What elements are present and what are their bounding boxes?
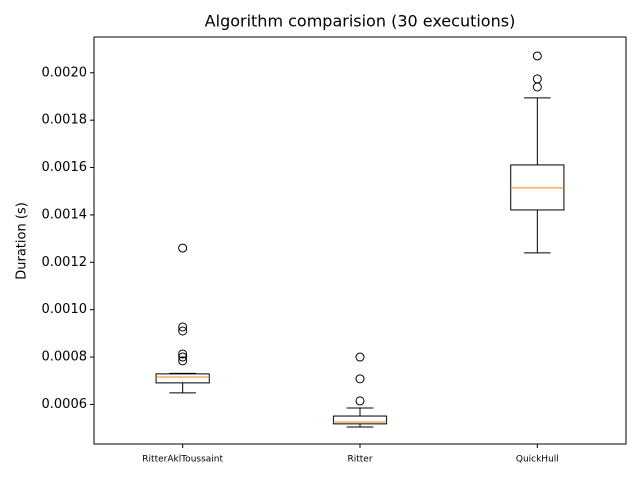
outlier — [532, 51, 542, 61]
y-tick-label: 0.0018 — [42, 113, 88, 128]
outlier — [178, 356, 188, 366]
y-tick-label: 0.0014 — [42, 207, 88, 222]
y-tick-label: 0.0008 — [42, 350, 88, 365]
box — [155, 373, 210, 384]
chart-title: Algorithm comparision (30 executions) — [205, 12, 516, 31]
outlier — [178, 326, 188, 336]
x-tick-label: Ritter — [347, 455, 372, 465]
outlier — [355, 352, 365, 362]
y-tick-label: 0.0012 — [42, 255, 88, 270]
x-tick-label: RitterAklToussaint — [142, 455, 223, 465]
outlier — [532, 74, 542, 84]
x-tick-label: QuickHull — [516, 455, 559, 465]
outlier — [178, 349, 188, 359]
outlier — [178, 322, 188, 332]
outlier — [355, 374, 365, 384]
y-axis-label: Duration (s) — [15, 202, 30, 280]
box — [332, 415, 388, 425]
y-tick-label: 0.0016 — [42, 160, 88, 175]
y-tick-label: 0.0006 — [42, 397, 88, 412]
outlier — [178, 243, 188, 253]
y-tick-label: 0.0020 — [42, 65, 88, 80]
y-tick-label: 0.0010 — [42, 302, 88, 317]
outlier — [355, 396, 365, 406]
outlier — [178, 352, 188, 362]
